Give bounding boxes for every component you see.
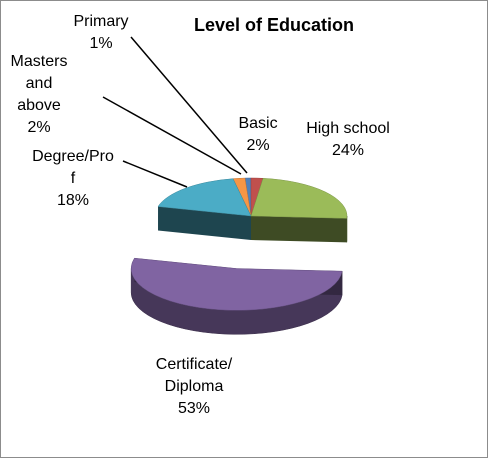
chart-title: Level of Education (193, 15, 355, 35)
slice (130, 257, 343, 311)
percent-label: 24% (331, 142, 365, 159)
leader-line (102, 96, 242, 175)
category-label: Degree/Prof (32, 148, 114, 187)
slice (157, 178, 252, 217)
category-label: High school (306, 120, 390, 137)
slice (250, 178, 348, 219)
data-label: High school 24% (303, 118, 393, 162)
percent-label: 18% (56, 192, 90, 209)
data-label: Certificate/Diploma 53% (151, 354, 237, 420)
data-label: Masters and above 2% (3, 51, 75, 139)
category-label: Primary (73, 13, 129, 30)
percent-label: 2% (246, 137, 270, 154)
pie (130, 177, 348, 335)
data-label: Basic 2% (225, 113, 291, 157)
percent-label: 2% (27, 119, 51, 136)
slice-cut (158, 206, 251, 240)
leader-line (122, 160, 188, 188)
slice-cut (251, 216, 347, 243)
percent-label: 53% (177, 400, 211, 417)
leader-line (130, 36, 248, 174)
data-label: Primary 1% (67, 11, 135, 55)
category-label: Masters and above (10, 53, 68, 114)
percent-label: 1% (89, 35, 113, 52)
category-label: Basic (238, 115, 278, 132)
data-label: Degree/Prof 18% (31, 146, 115, 212)
category-label: Certificate/Diploma (155, 356, 233, 395)
